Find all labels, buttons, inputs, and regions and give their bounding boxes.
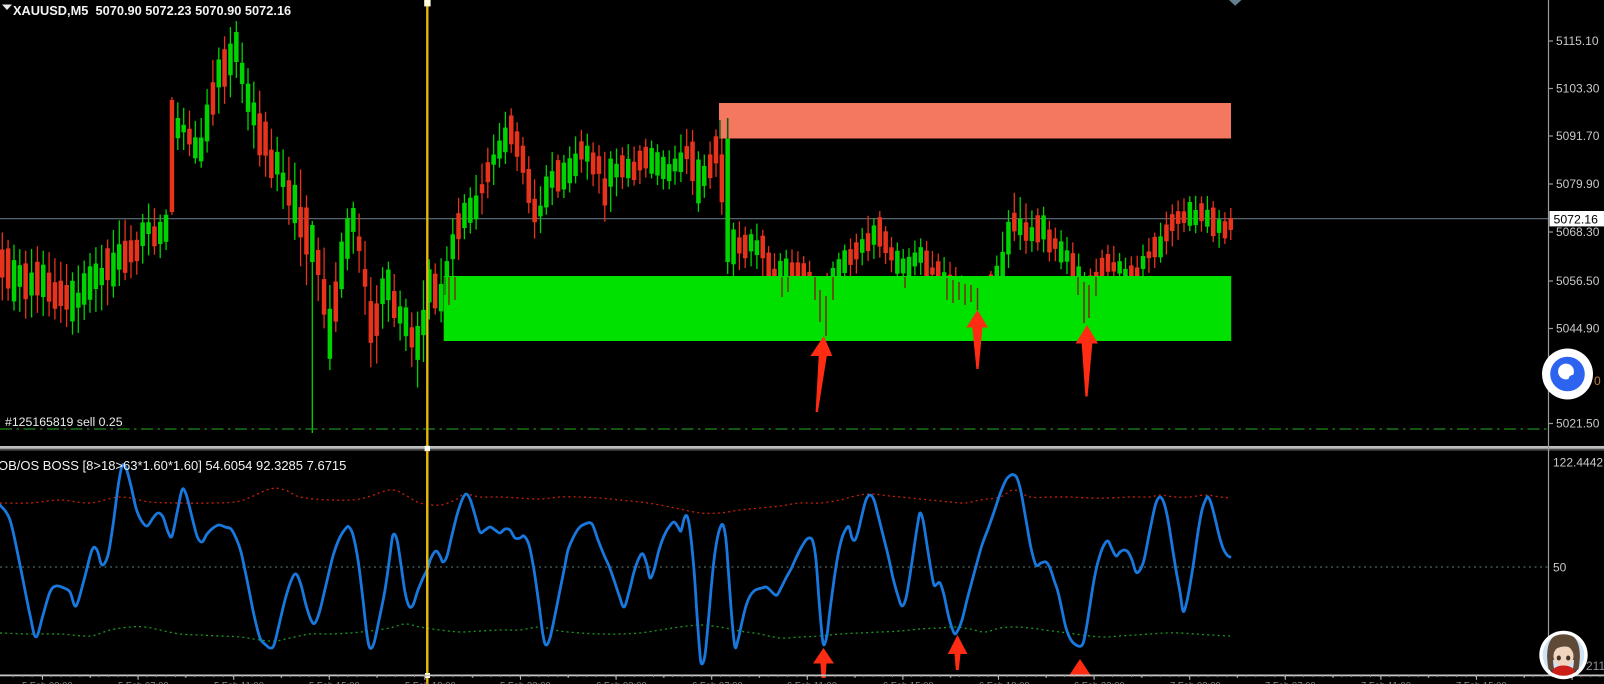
svg-text:6 Feb 19:00: 6 Feb 19:00 [979, 681, 1030, 684]
svg-text:7 Feb 03:00: 7 Feb 03:00 [1170, 681, 1221, 684]
svg-text:7 Feb 07:00: 7 Feb 07:00 [1265, 681, 1316, 684]
svg-text:7 Feb 11:00: 7 Feb 11:00 [1361, 681, 1411, 684]
svg-text:122.4442: 122.4442 [1553, 456, 1603, 470]
svg-text:5021.50: 5021.50 [1556, 417, 1600, 431]
svg-text:5056.50: 5056.50 [1556, 274, 1600, 288]
svg-text:5072.16: 5072.16 [1554, 212, 1599, 226]
svg-text:5079.90: 5079.90 [1556, 177, 1600, 191]
svg-text:5 Feb 15:00: 5 Feb 15:00 [309, 681, 360, 684]
svg-text:7 Feb 15:00: 7 Feb 15:00 [1456, 681, 1507, 684]
svg-text:XAUUSD,M5 5070.90 5072.23 507: XAUUSD,M5 5070.90 5072.23 5070.90 5072.1… [13, 3, 291, 18]
svg-text:5044.90: 5044.90 [1556, 322, 1600, 336]
svg-text:6 Feb 23:00: 6 Feb 23:00 [1074, 681, 1125, 684]
svg-text:211: 211 [1586, 659, 1604, 673]
svg-text:6 Feb 11:00: 6 Feb 11:00 [787, 681, 837, 684]
svg-text:5 Feb 11:00: 5 Feb 11:00 [214, 681, 264, 684]
svg-text:5 Feb 07:00: 5 Feb 07:00 [118, 681, 169, 684]
svg-text:5 Feb 23:00: 5 Feb 23:00 [500, 681, 551, 684]
svg-text:50: 50 [1553, 561, 1567, 575]
svg-text:6 Feb 07:00: 6 Feb 07:00 [692, 681, 743, 684]
svg-text:OB/OS BOSS [8>18>63*1.60*1.60]: OB/OS BOSS [8>18>63*1.60*1.60] 54.6054 9… [0, 458, 346, 473]
svg-text:5103.30: 5103.30 [1556, 82, 1600, 96]
svg-text:#125165819 sell 0.25: #125165819 sell 0.25 [5, 415, 123, 429]
svg-text:5 Feb 03:00: 5 Feb 03:00 [22, 681, 73, 684]
svg-text:6 Feb 15:00: 6 Feb 15:00 [883, 681, 934, 684]
svg-text:5068.30: 5068.30 [1556, 225, 1600, 239]
svg-text:0: 0 [1594, 374, 1601, 388]
svg-text:5115.10: 5115.10 [1556, 34, 1599, 48]
svg-text:6 Feb 03:00: 6 Feb 03:00 [596, 681, 647, 684]
svg-text:5 Feb 19:00: 5 Feb 19:00 [405, 681, 456, 684]
svg-text:5091.70: 5091.70 [1556, 129, 1600, 143]
